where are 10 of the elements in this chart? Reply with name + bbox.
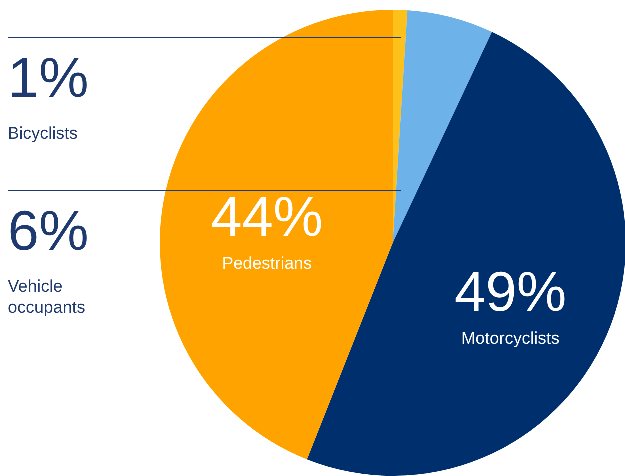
data-label: 44% [211, 184, 324, 248]
slice-label: Motorcyclists [461, 328, 560, 348]
slice-label: Pedestrians [222, 254, 312, 273]
pie-slice [160, 10, 393, 460]
slice-label: Vehicle occupants [8, 277, 86, 317]
data-label: 49% [454, 260, 567, 323]
data-label: 6% [8, 199, 89, 262]
data-label: 1% [8, 46, 89, 109]
pie-slice [393, 10, 492, 243]
slice-label: Bicyclists [8, 124, 78, 143]
